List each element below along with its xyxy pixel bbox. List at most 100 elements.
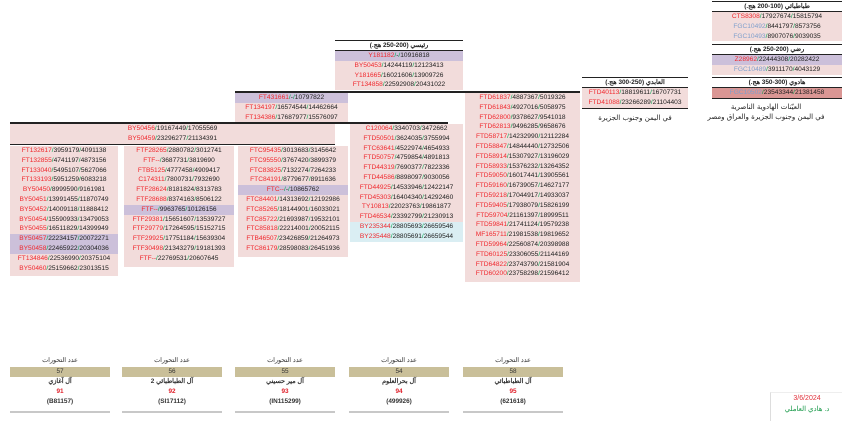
separator: / <box>163 235 166 243</box>
block-raisi: رئيسي (200-250 هج.) Y181182/-/10916818 BY5… <box>335 40 463 91</box>
separator: / <box>422 134 424 142</box>
position-hg19: 7932690 <box>193 176 220 184</box>
position-hg19: 4909417 <box>194 166 221 174</box>
separator: / <box>308 225 311 233</box>
separator: / <box>412 71 415 79</box>
separator: / <box>51 176 54 184</box>
divider-line <box>463 411 563 413</box>
snp-row: FTD41088/23266289/21104403 <box>582 97 688 108</box>
position-hg38: 28598083 <box>279 244 309 252</box>
hadawi-caption-line2: في اليمن وجنوب الجزيرة والعراق ومصر <box>707 113 825 121</box>
snp-name: FTD58933 <box>475 162 507 170</box>
family-card: عدد التحورات 57 آل آغازي 91 (B81157) <box>10 356 110 413</box>
separator: / <box>194 244 197 252</box>
position-hg19: 3819690 <box>189 156 215 164</box>
separator: / <box>619 89 622 96</box>
snp-row: TY10813/22023763/19861877 <box>350 202 463 213</box>
mutation-count: 56 <box>122 367 222 377</box>
family-card: عدد التحورات 56 آل الطباطبائي 2 92 (SI17112) <box>122 356 222 413</box>
separator: / <box>194 147 197 154</box>
position-hg19: 3145642 <box>310 147 337 154</box>
separator: / <box>538 231 540 239</box>
snp-name: FTD50757 <box>363 154 395 162</box>
position-hg19: 4091138 <box>81 147 107 154</box>
snp-name: FTD44925 <box>359 183 391 191</box>
snp-row: FTD62813/9496285/9658676 <box>465 122 580 133</box>
separator: / <box>78 156 81 164</box>
snp-row: FTF--/9963765/10126156 <box>124 204 234 215</box>
position-hg19: 14627177 <box>539 182 570 190</box>
separator: / <box>51 147 54 154</box>
snp-row: FTD59964/22560874/20398988 <box>465 239 580 250</box>
separator: / <box>46 195 49 203</box>
separator: / <box>414 81 416 89</box>
snp-name: FT134858 <box>352 81 383 89</box>
separator: / <box>308 244 311 252</box>
snp-name: FTF-- <box>139 254 157 262</box>
snp-row: FTD59050/16017441/13905561 <box>465 171 580 182</box>
column-3: FTC95435/3013683/3145642 FTC95550/3767420… <box>238 146 348 257</box>
snp-name: FT133193 <box>21 176 52 184</box>
snp-row: BY50454/15590933/13479053 <box>10 214 118 225</box>
position-hg38: 8779677 <box>283 176 309 184</box>
position-hg19: 20282422 <box>790 56 820 63</box>
position-hg38: 3767420 <box>282 156 309 164</box>
position-hg38: 15590933 <box>48 215 78 223</box>
position-hg38: 8999590 <box>51 186 78 194</box>
separator: / <box>288 94 291 101</box>
column-1: FT132617/3959179/4091138 FT132855/4741197… <box>10 146 118 277</box>
snp-name: BY50455 <box>19 225 47 233</box>
snp-name: FTF29925 <box>132 235 164 243</box>
position-hg19: 15815794 <box>792 13 823 20</box>
separator: / <box>154 125 157 132</box>
separator: / <box>77 186 80 194</box>
snp-name: FGC10489 <box>733 65 767 73</box>
separator: / <box>538 182 540 190</box>
position-hg19: 9161981 <box>79 186 106 194</box>
position-hg38: 7800731 <box>166 176 193 184</box>
snp-row: FTD58914/15307927/13196029 <box>465 151 580 162</box>
position-hg19: 12123413 <box>414 61 444 69</box>
position-hg19: 16033021 <box>310 205 340 213</box>
position-hg38: - <box>290 94 293 101</box>
separator: / <box>46 215 49 223</box>
separator: / <box>155 134 157 142</box>
position-hg19: 14399949 <box>79 225 109 233</box>
snp-row: FT133040/5495107/5627066 <box>10 165 118 176</box>
snp-row: FTC84191/8779677/8911636 <box>238 175 348 186</box>
position-hg19: 10916818 <box>400 52 430 59</box>
snp-row: BY50457/22234157/20072271 <box>10 234 118 244</box>
position-hg38: 23743790 <box>508 260 539 268</box>
position-hg38: 4927016 <box>512 103 539 111</box>
position-hg38: 23426859 <box>279 235 309 243</box>
snp-row: Z28962/22444308/20282422 <box>712 55 842 65</box>
snp-row: FTB5125/4777458/4909417 <box>124 165 234 176</box>
snp-row: FTD59218/17044917/14933037 <box>465 190 580 201</box>
sample-number: 91 <box>56 388 64 395</box>
snp-row: FTD58717/14232990/12112284 <box>465 132 580 142</box>
snp-row: C174311/7800731/7932690 <box>124 175 234 186</box>
mutations-label: عدد التحورات <box>267 357 303 364</box>
snp-row: BY50451/13991455/11870749 <box>10 194 118 205</box>
separator: / <box>765 32 768 40</box>
snp-row: BY50459/23296277/21134391 <box>10 133 335 144</box>
position-hg38: 9496285 <box>512 123 539 131</box>
divider-line <box>349 411 449 413</box>
position-hg38: 18144901 <box>279 205 309 213</box>
snp-name: FT132855 <box>21 156 52 164</box>
separator: / <box>538 113 540 121</box>
snp-row: FTF--/22769531/20607645 <box>124 253 234 264</box>
snp-name: CTS8308 <box>731 13 760 20</box>
snp-name: BY235344 <box>359 222 391 230</box>
snp-name: FTF29381 <box>132 215 164 223</box>
snp-row: FTB46507/23426859/21264973 <box>238 234 348 244</box>
position-hg19: 5019326 <box>539 94 566 101</box>
column-4: C120064/3340703/3472662 FTD50501/3624035/… <box>350 124 463 242</box>
snp-name: FGC10502 <box>729 89 762 96</box>
family-name: آل آغازي <box>48 378 72 385</box>
position-hg19: 13905561 <box>539 172 570 180</box>
snp-row: MF165711/21981538/19819652 <box>465 230 580 240</box>
separator: / <box>510 94 513 101</box>
position-hg19: 20431022 <box>415 81 446 89</box>
